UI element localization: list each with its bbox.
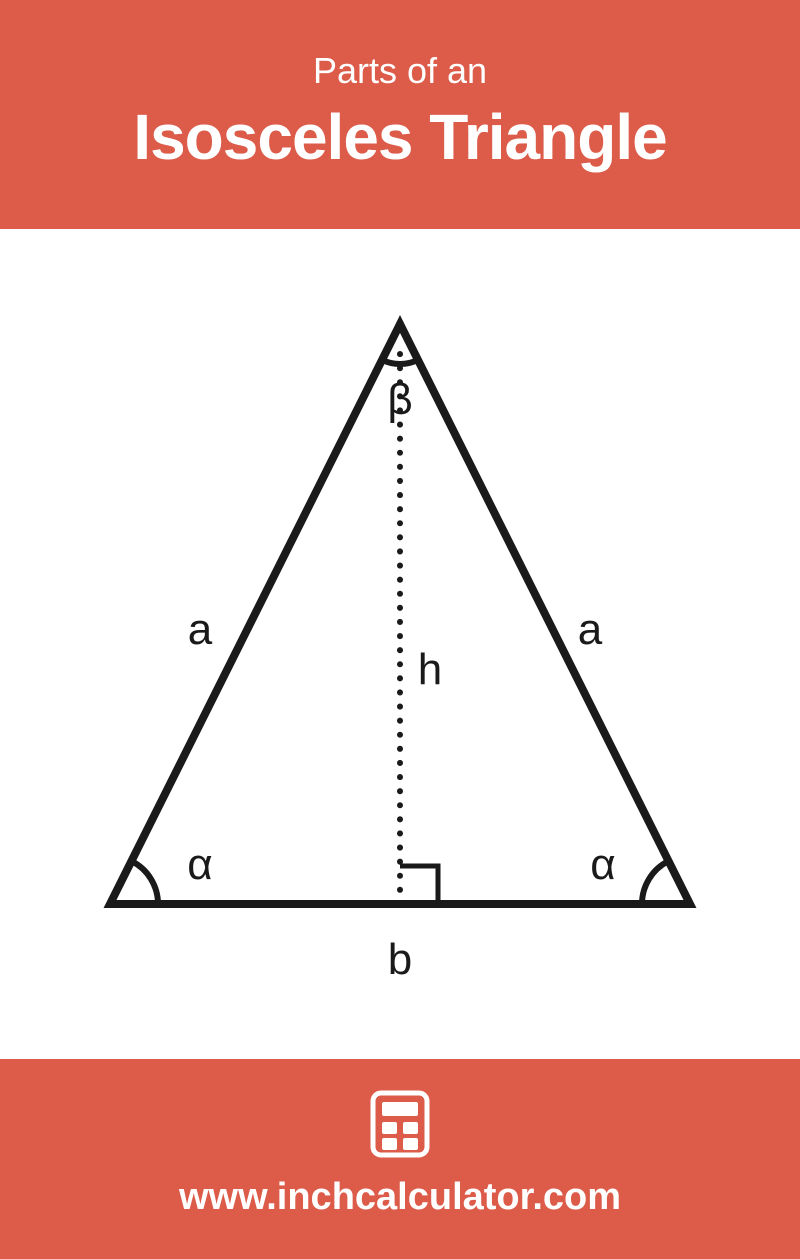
footer-banner: www.inchcalculator.com <box>0 1059 800 1259</box>
label-base: b <box>388 935 412 984</box>
header-title: Isosceles Triangle <box>20 100 780 174</box>
header-subtitle: Parts of an <box>20 50 780 92</box>
header-banner: Parts of an Isosceles Triangle <box>0 0 800 229</box>
calculator-icon <box>365 1089 435 1164</box>
label-height: h <box>418 645 442 694</box>
label-base_angle_right: α <box>590 840 615 889</box>
label-side_left: a <box>188 605 213 654</box>
label-side_right: a <box>578 605 603 654</box>
footer-url: www.inchcalculator.com <box>20 1176 780 1219</box>
isosceles-triangle-diagram: a a b h β α α <box>50 284 750 1004</box>
label-base_angle_left: α <box>187 840 212 889</box>
label-apex_angle: β <box>387 375 412 424</box>
diagram-container: a a b h β α α <box>0 229 800 1059</box>
